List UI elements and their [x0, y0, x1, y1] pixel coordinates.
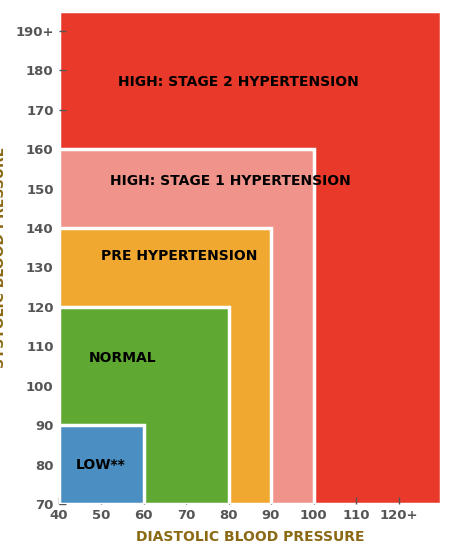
Bar [58, 149, 314, 504]
Y-axis label: SYSTOLIC BLOOD PRESSURE: SYSTOLIC BLOOD PRESSURE [0, 147, 7, 368]
Bar [58, 425, 144, 504]
Text: HIGH: STAGE 1 HYPERTENSION: HIGH: STAGE 1 HYPERTENSION [109, 174, 350, 188]
Text: LOW**: LOW** [76, 458, 125, 472]
Bar [58, 307, 229, 504]
Bar [58, 228, 271, 504]
Text: HIGH: STAGE 2 HYPERTENSION: HIGH: STAGE 2 HYPERTENSION [118, 75, 359, 89]
X-axis label: DIASTOLIC BLOOD PRESSURE: DIASTOLIC BLOOD PRESSURE [135, 530, 364, 544]
Text: NORMAL: NORMAL [88, 351, 156, 365]
Text: PRE HYPERTENSION: PRE HYPERTENSION [101, 249, 257, 263]
